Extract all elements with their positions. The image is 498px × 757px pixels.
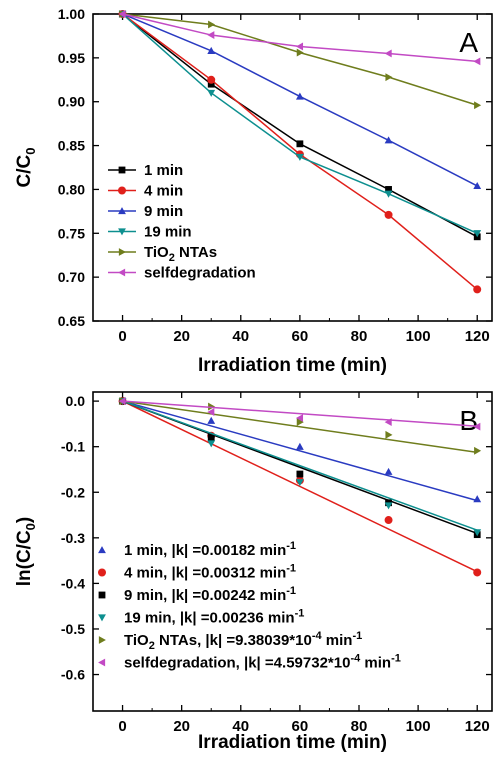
data-point — [207, 76, 215, 84]
data-point — [385, 136, 393, 143]
legend: 1 min, |k| =0.00182 min-1 4 min, |k| =0.0… — [98, 540, 401, 672]
data-point — [207, 31, 214, 39]
chart-panel-b: 0 20 40 60 80 100 120 0.0 -0.1 -0.2 -0.3 -0.4 -0.5 -0… — [14, 392, 492, 752]
legend-marker — [119, 248, 126, 256]
legend-item: 19 min — [108, 224, 192, 241]
data-point — [473, 285, 481, 293]
legend-label: 4 min — [144, 183, 183, 200]
x-tick-label: 100 — [406, 718, 431, 735]
legend-item: 4 min — [108, 183, 183, 200]
x-tick-label: 0 — [118, 328, 126, 345]
data-point — [385, 211, 393, 219]
legend-item: selfdegradation — [108, 265, 256, 282]
y-tick-label: -0.2 — [61, 484, 85, 500]
legend-label: 1 min, |k| =0.00182 min-1 — [124, 540, 296, 559]
y-tick-label: -0.5 — [61, 621, 85, 637]
y-tick-label: 0.75 — [58, 225, 85, 241]
x-axis-title: Irradiation time (min) — [198, 732, 387, 752]
x-tick-label: 20 — [173, 328, 190, 345]
y-tick-label: -0.6 — [61, 667, 85, 683]
legend-item: 1 min, |k| =0.00182 min-1 — [98, 540, 296, 559]
data-point — [473, 568, 481, 576]
data-point — [296, 93, 304, 100]
legend-label: TiO2 NTAs — [144, 244, 217, 264]
legend-label: TiO2 NTAs, |k| =9.38039*10-4 min-1 — [124, 630, 362, 652]
legend-item: 19 min, |k| =0.00236 min-1 — [98, 608, 304, 627]
x-tick-label: 120 — [465, 328, 490, 345]
data-point — [296, 443, 304, 450]
data-point — [385, 73, 392, 81]
legend-marker — [118, 269, 125, 277]
data-point — [385, 191, 393, 198]
data-point — [385, 468, 393, 475]
legend-marker — [98, 659, 105, 667]
legend-item: TiO2 NTAs, |k| =9.38039*10-4 min-1 — [99, 630, 362, 652]
y-tick-label: 0.0 — [66, 393, 86, 409]
data-point — [207, 417, 215, 424]
panel-label: B — [459, 405, 478, 436]
legend-item: selfdegradation, |k| =4.59732*10-4 min-1 — [98, 653, 401, 672]
data-point — [473, 495, 481, 502]
legend-label: 1 min — [144, 162, 183, 179]
data-point — [474, 101, 481, 109]
legend-marker — [98, 569, 106, 577]
series-line — [123, 14, 478, 105]
x-tick-label: 80 — [351, 328, 368, 345]
x-tick-label: 20 — [173, 718, 190, 735]
legend: 1 min 4 min 9 min 19 min TiO2 NTAsselfdegrad… — [108, 162, 256, 282]
x-tick-label: 100 — [406, 328, 431, 345]
y-tick-label: 0.65 — [58, 313, 85, 329]
y-tick-label: 0.85 — [58, 138, 85, 154]
data-point — [385, 50, 392, 58]
x-tick-label: 120 — [465, 718, 490, 735]
data-point — [385, 431, 392, 439]
x-tick-label: 40 — [232, 328, 249, 345]
legend-label: 19 min — [144, 224, 192, 241]
x-tick-label: 0 — [118, 718, 126, 735]
legend-item: TiO2 NTAs — [108, 244, 217, 264]
legend-item: 1 min — [108, 162, 183, 179]
data-point — [296, 140, 303, 147]
y-tick-label: 0.70 — [58, 269, 85, 285]
y-axis-title: ln(C/C0) — [14, 517, 38, 587]
legend-marker — [99, 592, 106, 599]
legend-label: selfdegradation — [144, 265, 256, 282]
legend-item: 4 min, |k| =0.00312 min-1 — [98, 563, 296, 582]
legend-item: 9 min — [108, 203, 183, 220]
data-point — [385, 516, 393, 524]
legend-marker — [99, 636, 106, 644]
data-point — [208, 21, 215, 29]
data-point — [207, 440, 215, 447]
legend-marker — [119, 167, 126, 174]
legend-marker — [98, 614, 106, 621]
legend-label: 19 min, |k| =0.00236 min-1 — [124, 608, 304, 627]
y-tick-label: 0.80 — [58, 181, 85, 197]
y-axis-title: C/C0 — [14, 148, 38, 188]
legend-label: selfdegradation, |k| =4.59732*10-4 min-1 — [124, 653, 401, 672]
data-point — [473, 57, 480, 65]
y-tick-label: 1.00 — [58, 6, 85, 22]
y-tick-label: 0.90 — [58, 94, 85, 110]
x-axis-title: Irradiation time (min) — [198, 355, 387, 376]
chart-panel-a: 0 20 40 60 80 100 120 0.65 0.70 0.75 0.80 0.85 0.90 0… — [14, 6, 492, 376]
legend-marker — [118, 187, 126, 195]
data-point — [296, 471, 303, 478]
legend-label: 9 min — [144, 203, 183, 220]
y-tick-label: -0.1 — [61, 439, 85, 455]
data-point — [473, 182, 481, 189]
x-tick-label: 60 — [292, 328, 309, 345]
legend-label: 4 min, |k| =0.00312 min-1 — [124, 563, 296, 582]
y-tick-label: -0.3 — [61, 530, 85, 546]
data-point — [474, 447, 481, 455]
legend-item: 9 min, |k| =0.00242 min-1 — [99, 585, 296, 604]
y-tick-label: 0.95 — [58, 50, 85, 66]
panel-label: A — [459, 27, 478, 58]
legend-label: 9 min, |k| =0.00242 min-1 — [124, 585, 296, 604]
legend-marker — [98, 546, 106, 553]
y-tick-label: -0.4 — [61, 575, 85, 591]
